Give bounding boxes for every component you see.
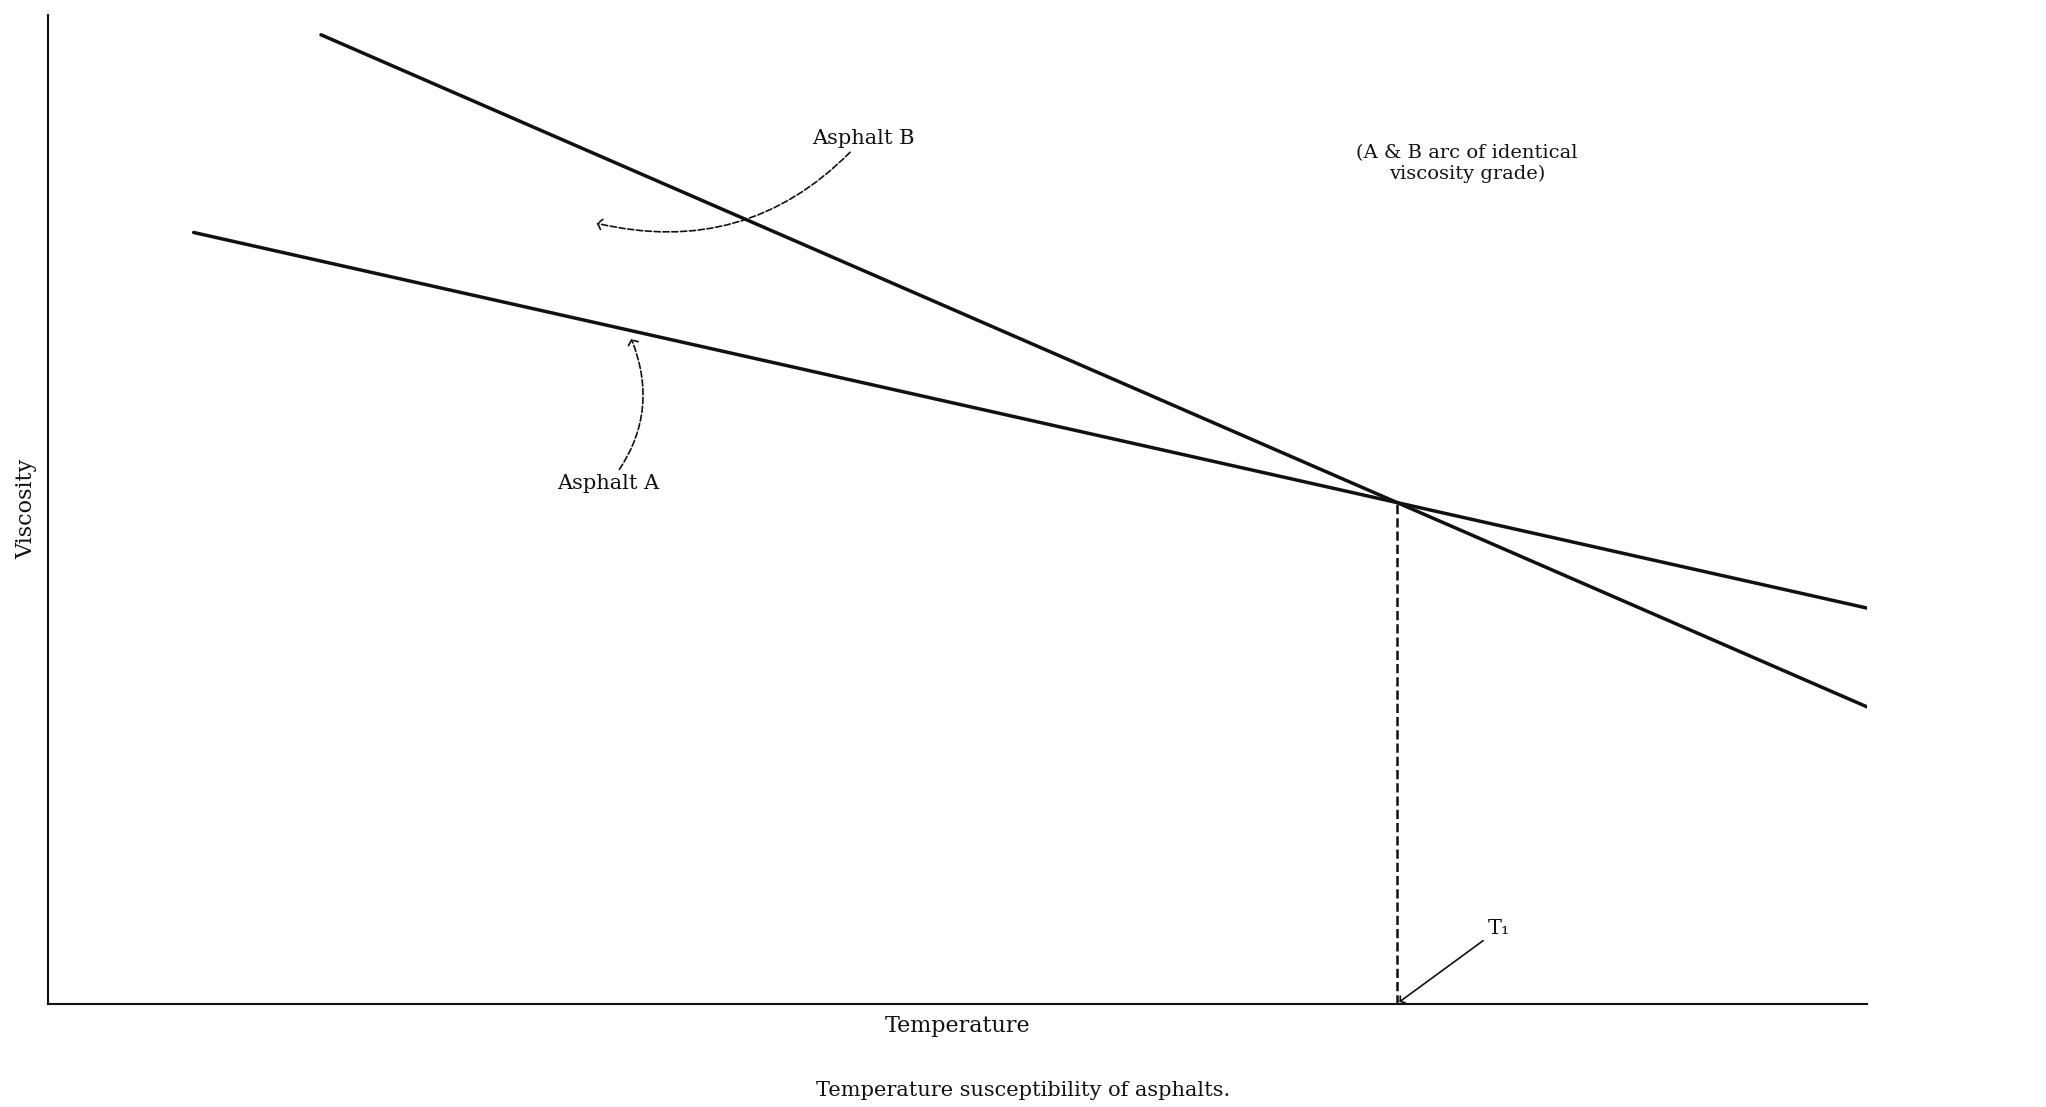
X-axis label: Temperature: Temperature bbox=[886, 1015, 1031, 1036]
Text: Asphalt A: Asphalt A bbox=[557, 340, 659, 494]
Text: Asphalt B: Asphalt B bbox=[597, 128, 915, 232]
Text: Temperature susceptibility of asphalts.: Temperature susceptibility of asphalts. bbox=[816, 1080, 1230, 1100]
Y-axis label: Viscosity: Viscosity bbox=[14, 459, 37, 559]
Text: T₁: T₁ bbox=[1399, 919, 1510, 1003]
Text: (A & B arc of identical
viscosity grade): (A & B arc of identical viscosity grade) bbox=[1356, 144, 1577, 183]
